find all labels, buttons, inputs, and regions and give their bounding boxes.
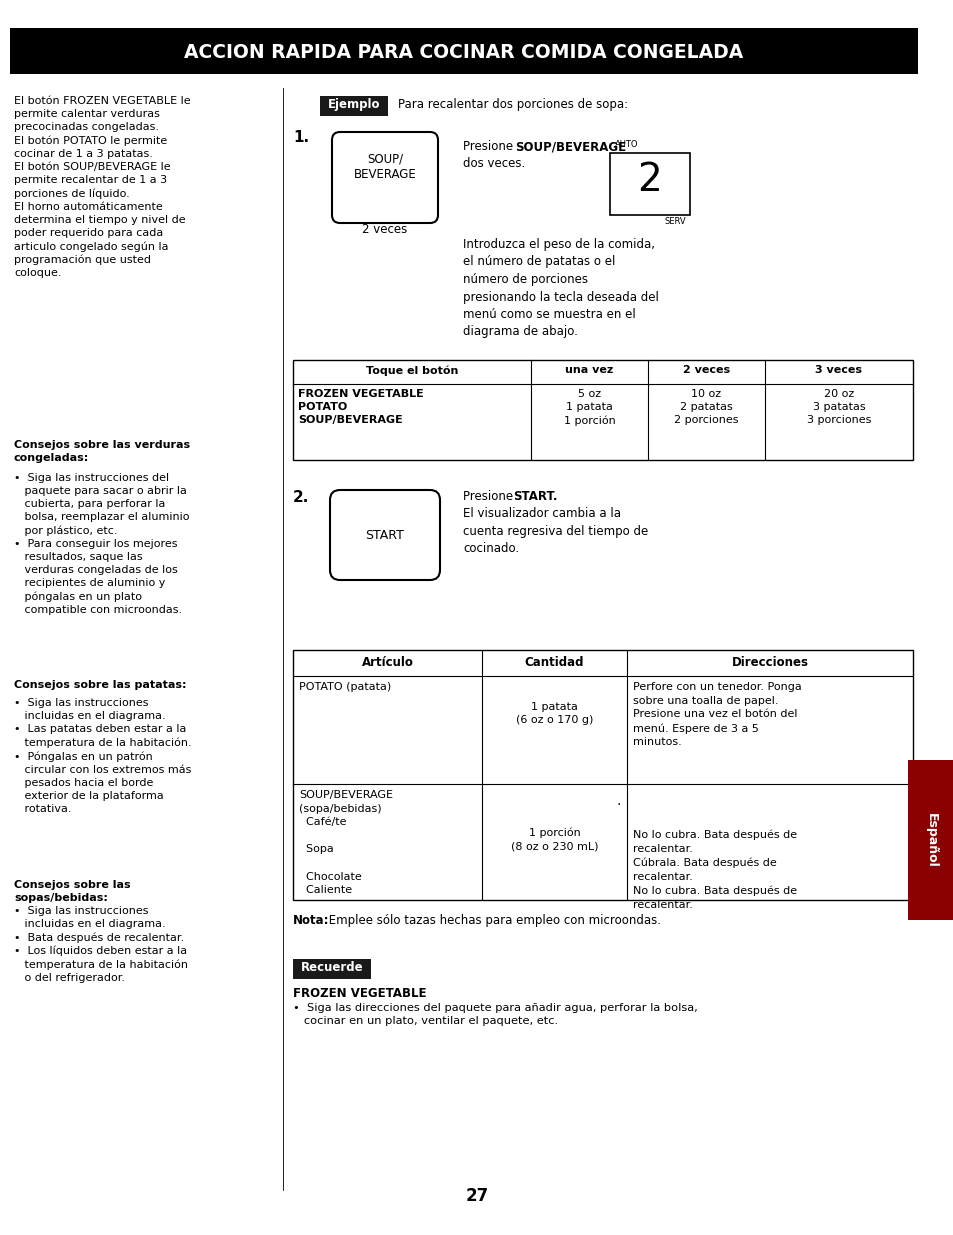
Text: •  Siga las instrucciones
   incluidas en el diagrama.
•  Bata después de recale: • Siga las instrucciones incluidas en el… [14,906,188,983]
Text: Emplee sólo tazas hechas para empleo con microondas.: Emplee sólo tazas hechas para empleo con… [325,914,660,927]
Text: Consejos sobre las verduras
congeladas:: Consejos sobre las verduras congeladas: [14,440,190,463]
Text: Direcciones: Direcciones [731,656,807,669]
Text: SOUP/BEVERAGE: SOUP/BEVERAGE [515,140,625,153]
Text: 10 oz
2 patatas
2 porciones: 10 oz 2 patatas 2 porciones [674,389,738,425]
Text: 1 porción
(8 oz o 230 mL): 1 porción (8 oz o 230 mL) [510,827,598,852]
Text: 2 veces: 2 veces [362,224,407,236]
Text: FROZEN VEGETABLE
POTATO
SOUP/BEVERAGE: FROZEN VEGETABLE POTATO SOUP/BEVERAGE [297,389,423,425]
Text: Toque el botón: Toque el botón [365,366,457,375]
Text: SERV: SERV [663,217,685,226]
Text: Recuerde: Recuerde [300,961,363,974]
Text: •  Siga las direcciones del paquete para añadir agua, perforar la bolsa,
   coci: • Siga las direcciones del paquete para … [293,1003,697,1026]
Text: Consejos sobre las patatas:: Consejos sobre las patatas: [14,680,186,690]
FancyBboxPatch shape [332,132,437,224]
Text: 3 veces: 3 veces [815,366,862,375]
Text: Para recalentar dos porciones de sopa:: Para recalentar dos porciones de sopa: [397,98,627,111]
Text: 5 oz
1 patata
1 porción: 5 oz 1 patata 1 porción [563,389,615,426]
Text: No lo cubra. Bata después de
recalentar.
Cúbrala. Bata después de
recalentar.
No: No lo cubra. Bata después de recalentar.… [633,830,797,910]
Text: Presione: Presione [462,140,517,153]
Text: 2.: 2. [293,490,309,505]
Text: •  Siga las instrucciones del
   paquete para sacar o abrir la
   cubierta, para: • Siga las instrucciones del paquete par… [14,473,190,615]
Text: SOUP/
BEVERAGE: SOUP/ BEVERAGE [354,152,416,182]
Bar [10,28,917,74]
Bar [907,760,953,920]
Text: 1 patata
(6 oz o 170 g): 1 patata (6 oz o 170 g) [516,701,593,725]
Text: Consejos sobre las
sopas/bebidas:: Consejos sobre las sopas/bebidas: [14,881,131,903]
Text: 1.: 1. [293,130,309,144]
Bar [293,359,912,459]
Text: POTATO (patata): POTATO (patata) [298,682,391,692]
Bar [293,960,371,979]
Text: 20 oz
3 patatas
3 porciones: 20 oz 3 patatas 3 porciones [806,389,870,425]
FancyBboxPatch shape [330,490,439,580]
Text: 2 veces: 2 veces [682,366,729,375]
Text: Presione: Presione [462,490,517,503]
Text: dos veces.: dos veces. [462,157,525,170]
Text: SOUP/BEVERAGE
(sopa/bebidas)
  Café/te

  Sopa

  Chocolate
  Caliente: SOUP/BEVERAGE (sopa/bebidas) Café/te Sop… [298,790,393,895]
Text: una vez: una vez [565,366,613,375]
Text: Perfore con un tenedor. Ponga
sobre una toalla de papel.
Presione una vez el bot: Perfore con un tenedor. Ponga sobre una … [633,682,801,747]
Text: Español: Español [923,813,937,867]
Text: 27: 27 [465,1187,488,1205]
Text: FROZEN VEGETABLE: FROZEN VEGETABLE [293,987,426,1000]
Text: 2: 2 [637,161,661,199]
Text: ACCION RAPIDA PARA COCINAR COMIDA CONGELADA: ACCION RAPIDA PARA COCINAR COMIDA CONGEL… [184,43,742,63]
Text: El botón FROZEN VEGETABLE le
permite calentar verduras
precocinadas congeladas.
: El botón FROZEN VEGETABLE le permite cal… [14,96,191,278]
Text: Introduzca el peso de la comida,
el número de patatas o el
número de porciones
p: Introduzca el peso de la comida, el núme… [462,238,659,338]
Text: .: . [616,794,620,808]
Text: Nota:: Nota: [293,914,329,927]
Text: El visualizador cambia a la
cuenta regresiva del tiempo de
cocinado.: El visualizador cambia a la cuenta regre… [462,508,648,555]
Text: Ejemplo: Ejemplo [328,98,380,111]
Text: •  Siga las instrucciones
   incluidas en el diagrama.
•  Las patatas deben esta: • Siga las instrucciones incluidas en el… [14,698,192,814]
Text: Artículo: Artículo [361,656,413,669]
Text: START: START [365,529,404,542]
Bar [319,96,388,116]
Bar [293,650,912,900]
Text: START.: START. [513,490,557,503]
Bar [609,153,689,215]
Text: Cantidad: Cantidad [524,656,583,669]
Text: AUTO: AUTO [615,140,638,149]
